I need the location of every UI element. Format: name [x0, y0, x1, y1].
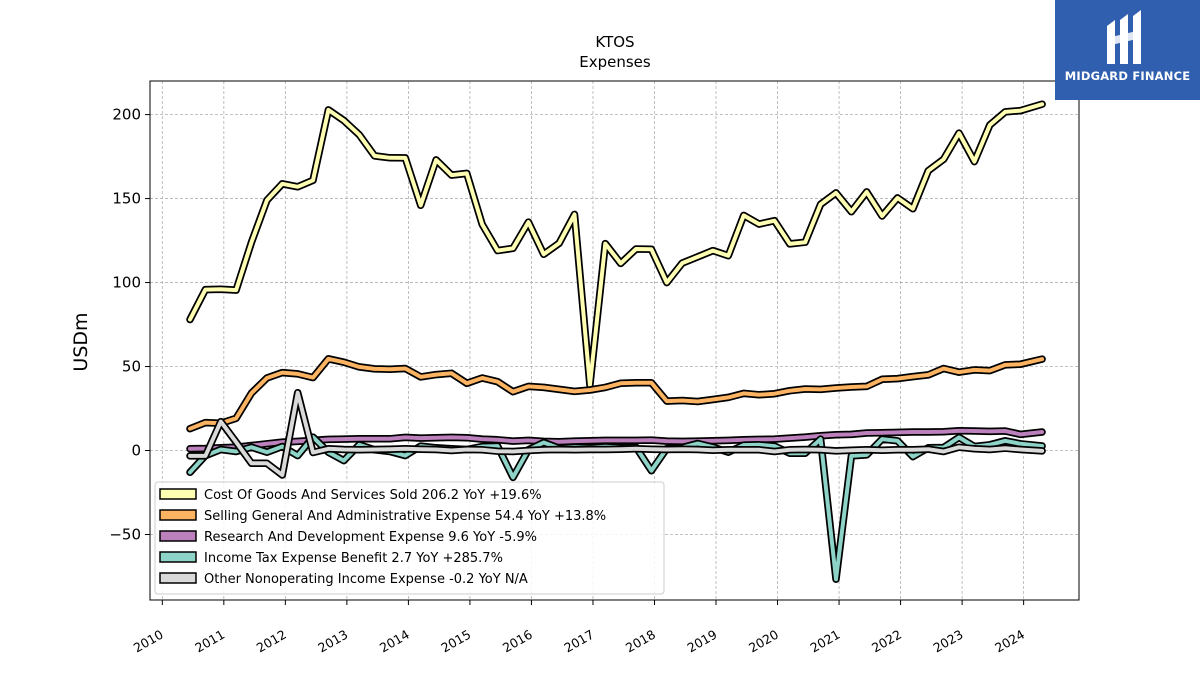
series-line-5: [188, 390, 1045, 477]
logo-mark-icon: [1107, 10, 1141, 64]
legend-swatch: [159, 551, 197, 563]
x-tick-label: 2020: [746, 627, 781, 656]
x-tick-label: 2015: [438, 627, 473, 656]
series-lines: [186, 100, 1046, 583]
legend-entry: Other Nonoperating Income Expense -0.2 Y…: [204, 572, 528, 587]
legend-swatch: [159, 509, 197, 521]
plot-area: [149, 80, 1080, 601]
y-tick-label: −50: [109, 525, 141, 543]
legend-entry: Cost Of Goods And Services Sold 206.2 Yo…: [204, 488, 542, 503]
x-tick-label: 2022: [869, 627, 904, 656]
legend-swatch: [159, 488, 197, 500]
legend-box: [154, 481, 665, 595]
x-tick-label: 2019: [684, 627, 719, 656]
legend-swatch: [159, 572, 197, 584]
x-axis: 2010 2011 2012 2013 2014 2015 2016 2017 2018 2019…: [131, 600, 1027, 656]
legend-entry: Research And Development Expense 9.6 YoY…: [204, 530, 537, 545]
chart-title: KTOS: [595, 33, 634, 51]
legend: Cost Of Goods And Services Sold 206.2 Yo…: [154, 481, 665, 595]
y-tick-label: 150: [112, 190, 141, 208]
logo-text: MIDGARD FINANCE: [1064, 69, 1191, 83]
x-tick-label: 2013: [315, 627, 350, 656]
x-tick-label: 2018: [623, 627, 658, 656]
x-tick-label: 2024: [992, 627, 1027, 656]
legend-swatch: [159, 530, 197, 542]
x-tick-label: 2011: [192, 627, 227, 656]
series-line-3: [188, 428, 1045, 451]
series-line-1: [188, 102, 1045, 387]
legend-entry: Income Tax Expense Benefit 2.7 YoY +285.…: [204, 551, 503, 566]
legend-entry: Selling General And Administrative Expen…: [204, 509, 606, 524]
midgard-finance-logo: MIDGARD FINANCE: [1055, 0, 1200, 100]
chart-subtitle: Expenses: [579, 53, 651, 71]
y-tick-label: 200: [112, 106, 141, 124]
y-tick-label: 0: [131, 442, 141, 460]
x-tick-label: 2017: [561, 627, 596, 656]
series-line-2: [188, 356, 1045, 431]
x-tick-label: 2021: [808, 627, 843, 656]
x-tick-label: 2014: [377, 627, 412, 656]
series-line-outline: [186, 100, 1046, 389]
y-axis: −50 0 50 100 150 200: [109, 106, 150, 543]
x-tick-label: 2023: [931, 627, 966, 656]
y-tick-label: 100: [112, 274, 141, 292]
y-axis-label: USDm: [70, 312, 92, 371]
x-tick-label: 2010: [131, 627, 166, 656]
x-tick-label: 2012: [254, 627, 289, 656]
x-tick-label: 2016: [500, 627, 535, 656]
y-tick-label: 50: [122, 358, 141, 376]
